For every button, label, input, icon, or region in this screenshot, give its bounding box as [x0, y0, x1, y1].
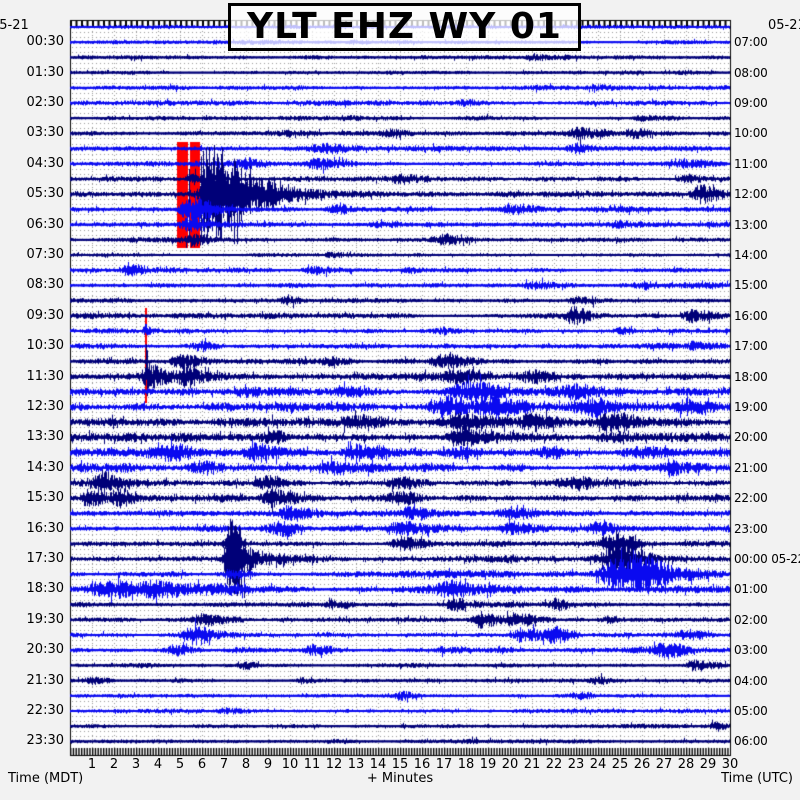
minute-tick-label: 30	[721, 757, 739, 772]
minute-tick-label: 23	[567, 757, 585, 772]
minute-tick-label: 9	[263, 757, 273, 772]
left-time-label: 15:30	[26, 490, 64, 506]
right-time-label: 20:00	[734, 430, 768, 445]
left-time-label: 11:30	[26, 368, 64, 384]
left-time-label: 05:30	[26, 186, 64, 202]
minute-tick-label: 22	[545, 757, 563, 772]
left-time-label: 09:30	[26, 307, 64, 323]
left-time-label: 01:30	[26, 64, 64, 80]
minute-tick-label: 18	[457, 757, 475, 772]
right-time-label: 09:00	[734, 96, 768, 110]
minute-tick-label: 26	[633, 757, 651, 772]
left-time-label: 21:30	[26, 672, 64, 688]
minute-tick-label: 13	[347, 757, 365, 772]
right-time-label: 18:00	[734, 369, 768, 384]
axis-caption-utc: Time (UTC)	[721, 771, 793, 786]
date-label-mdt: 05-21	[0, 18, 29, 33]
minute-tick-label: 6	[197, 757, 207, 772]
minute-tick-label: 7	[219, 757, 229, 772]
right-time-label: 03:00	[734, 643, 768, 658]
right-time-label: 08:00	[734, 65, 768, 80]
left-time-label: 20:30	[26, 642, 64, 658]
right-time-label: 10:00	[734, 126, 768, 141]
minute-tick-label: 19	[479, 757, 497, 772]
right-time-label: 07:00	[734, 35, 768, 50]
minute-tick-label: 3	[131, 757, 141, 772]
minute-tick-label: 17	[435, 757, 453, 772]
left-time-label: 00:30	[26, 34, 64, 50]
left-time-label: 16:30	[26, 520, 64, 536]
minute-tick-label: 15	[391, 757, 409, 772]
left-time-label: 17:30	[26, 551, 64, 566]
minute-tick-label: 5	[175, 757, 185, 772]
left-time-label: 03:30	[26, 125, 64, 141]
right-time-label: 17:00	[734, 339, 768, 354]
station-title: YLT EHZ WY 01	[228, 3, 581, 51]
left-time-label: 06:30	[26, 216, 64, 232]
right-time-label: 15:00	[734, 278, 768, 293]
right-time-label: 16:00	[734, 308, 768, 323]
minute-tick-label: 20	[501, 757, 519, 772]
minute-tick-label: 27	[655, 757, 673, 772]
left-time-label: 13:30	[26, 429, 64, 445]
right-time-label: 00:00 05-22	[734, 552, 800, 566]
right-time-label: 11:00	[734, 156, 768, 171]
minute-tick-label: 8	[241, 757, 251, 772]
right-time-label: 04:00	[734, 673, 768, 688]
left-time-label: 23:30	[26, 733, 64, 749]
axis-caption-mdt: Time (MDT)	[8, 771, 84, 786]
left-time-label: 12:30	[26, 399, 64, 414]
minute-tick-label: 29	[699, 757, 717, 772]
minute-tick-label: 10	[281, 757, 299, 772]
right-time-label: 14:00	[734, 248, 768, 262]
left-time-label: 02:30	[26, 95, 64, 110]
left-time-label: 22:30	[26, 703, 64, 718]
minute-tick-label: 12	[325, 757, 343, 772]
axis-caption-minutes: + Minutes	[366, 771, 434, 786]
right-time-label: 13:00	[734, 217, 768, 232]
right-time-label: 21:00	[734, 460, 768, 475]
right-time-label: 06:00	[734, 734, 768, 749]
minute-tick-label: 4	[153, 757, 163, 772]
minute-tick-label: 11	[303, 757, 321, 772]
date-label-utc: 05-21	[768, 18, 800, 33]
right-time-label: 22:00	[734, 491, 768, 506]
minute-tick-label: 2	[109, 757, 119, 772]
minute-tick-label: 16	[413, 757, 431, 772]
right-time-label: 02:00	[734, 612, 768, 627]
left-time-label: 04:30	[26, 155, 64, 171]
left-time-label: 08:30	[26, 277, 64, 293]
right-time-label: 23:00	[734, 521, 768, 536]
minute-tick-label: 28	[677, 757, 695, 772]
right-time-label: 12:00	[734, 187, 768, 202]
right-time-label: 19:00	[734, 400, 768, 414]
minute-tick-label: 21	[523, 757, 541, 772]
left-time-label: 07:30	[26, 247, 64, 262]
left-time-label: 10:30	[26, 338, 64, 354]
minute-tick-label: 1	[87, 757, 97, 772]
right-time-label: 01:00	[734, 582, 768, 597]
left-time-label: 14:30	[26, 459, 64, 475]
minute-tick-label: 25	[611, 757, 629, 772]
left-time-label: 19:30	[26, 611, 64, 627]
minute-tick-label: 14	[369, 757, 387, 772]
left-time-label: 18:30	[26, 581, 64, 597]
minute-tick-label: 24	[589, 757, 607, 772]
right-time-label: 05:00	[734, 704, 768, 718]
